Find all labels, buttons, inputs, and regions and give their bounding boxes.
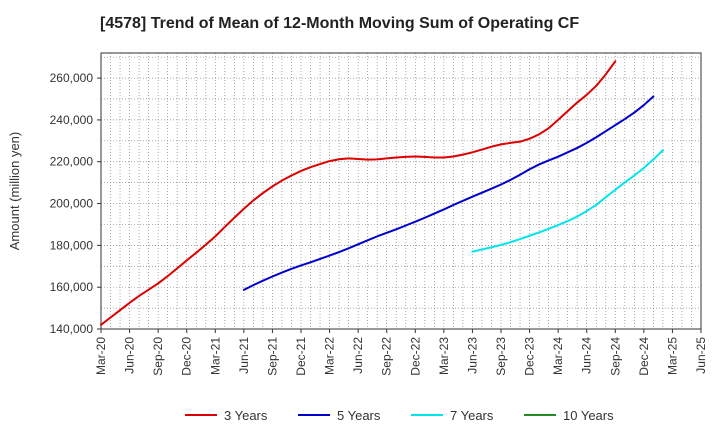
y-axis: 140,000 160,000 180,000 200,000 220,000 240,0… xyxy=(50,71,101,336)
grid xyxy=(101,53,701,329)
x-tick-label: Mar-25 xyxy=(665,337,679,375)
legend: 3 Years 5 Years 7 Years 10 Years xyxy=(185,408,614,423)
x-tick-label: Jun-20 xyxy=(123,337,137,374)
y-tick-label: 180,000 xyxy=(50,238,94,252)
x-tick-label: Mar-23 xyxy=(437,337,451,375)
plot-area xyxy=(100,52,702,330)
series-line-7-years xyxy=(471,149,664,253)
x-tick-label: Dec-24 xyxy=(637,337,651,376)
x-tick-label: Jun-25 xyxy=(694,337,708,374)
y-tick-label: 200,000 xyxy=(50,197,94,211)
y-axis-label: Amount (million yen) xyxy=(7,132,22,251)
y-tick-label: 220,000 xyxy=(50,155,94,169)
legend-label: 10 Years xyxy=(563,408,614,423)
legend-label: 7 Years xyxy=(450,408,494,423)
x-tick-label: Sep-21 xyxy=(265,337,279,376)
x-tick-label: Mar-20 xyxy=(94,337,108,375)
x-tick-label: Dec-22 xyxy=(408,337,422,376)
x-tick-label: Mar-24 xyxy=(551,337,565,375)
x-tick-label: Dec-21 xyxy=(294,337,308,376)
x-axis: Mar-20 Jun-20 Sep-20 Dec-20 Mar-21 Jun-21 Sep-… xyxy=(94,329,708,376)
x-tick-label: Jun-23 xyxy=(465,337,479,374)
series-lines xyxy=(100,60,664,326)
x-tick-label: Sep-23 xyxy=(494,337,508,376)
legend-label: 5 Years xyxy=(337,408,381,423)
legend-label: 3 Years xyxy=(224,408,268,423)
x-tick-label: Dec-23 xyxy=(523,337,537,376)
x-tick-label: Sep-20 xyxy=(151,337,165,376)
x-tick-label: Jun-24 xyxy=(580,337,594,374)
chart-title: [4578] Trend of Mean of 12-Month Moving … xyxy=(100,15,579,32)
series-line-5-years xyxy=(242,95,655,291)
x-tick-label: Dec-20 xyxy=(180,337,194,376)
series-line-3-years xyxy=(100,60,617,326)
x-tick-label: Jun-22 xyxy=(351,337,365,374)
x-tick-label: Mar-22 xyxy=(323,337,337,375)
x-tick-label: Sep-24 xyxy=(608,337,622,376)
x-tick-label: Jun-21 xyxy=(237,337,251,374)
x-tick-label: Sep-22 xyxy=(380,337,394,376)
y-tick-label: 160,000 xyxy=(50,280,94,294)
y-tick-label: 240,000 xyxy=(50,113,94,127)
y-tick-label: 140,000 xyxy=(50,322,94,336)
y-tick-label: 260,000 xyxy=(50,71,94,85)
x-tick-label: Mar-21 xyxy=(208,337,222,375)
